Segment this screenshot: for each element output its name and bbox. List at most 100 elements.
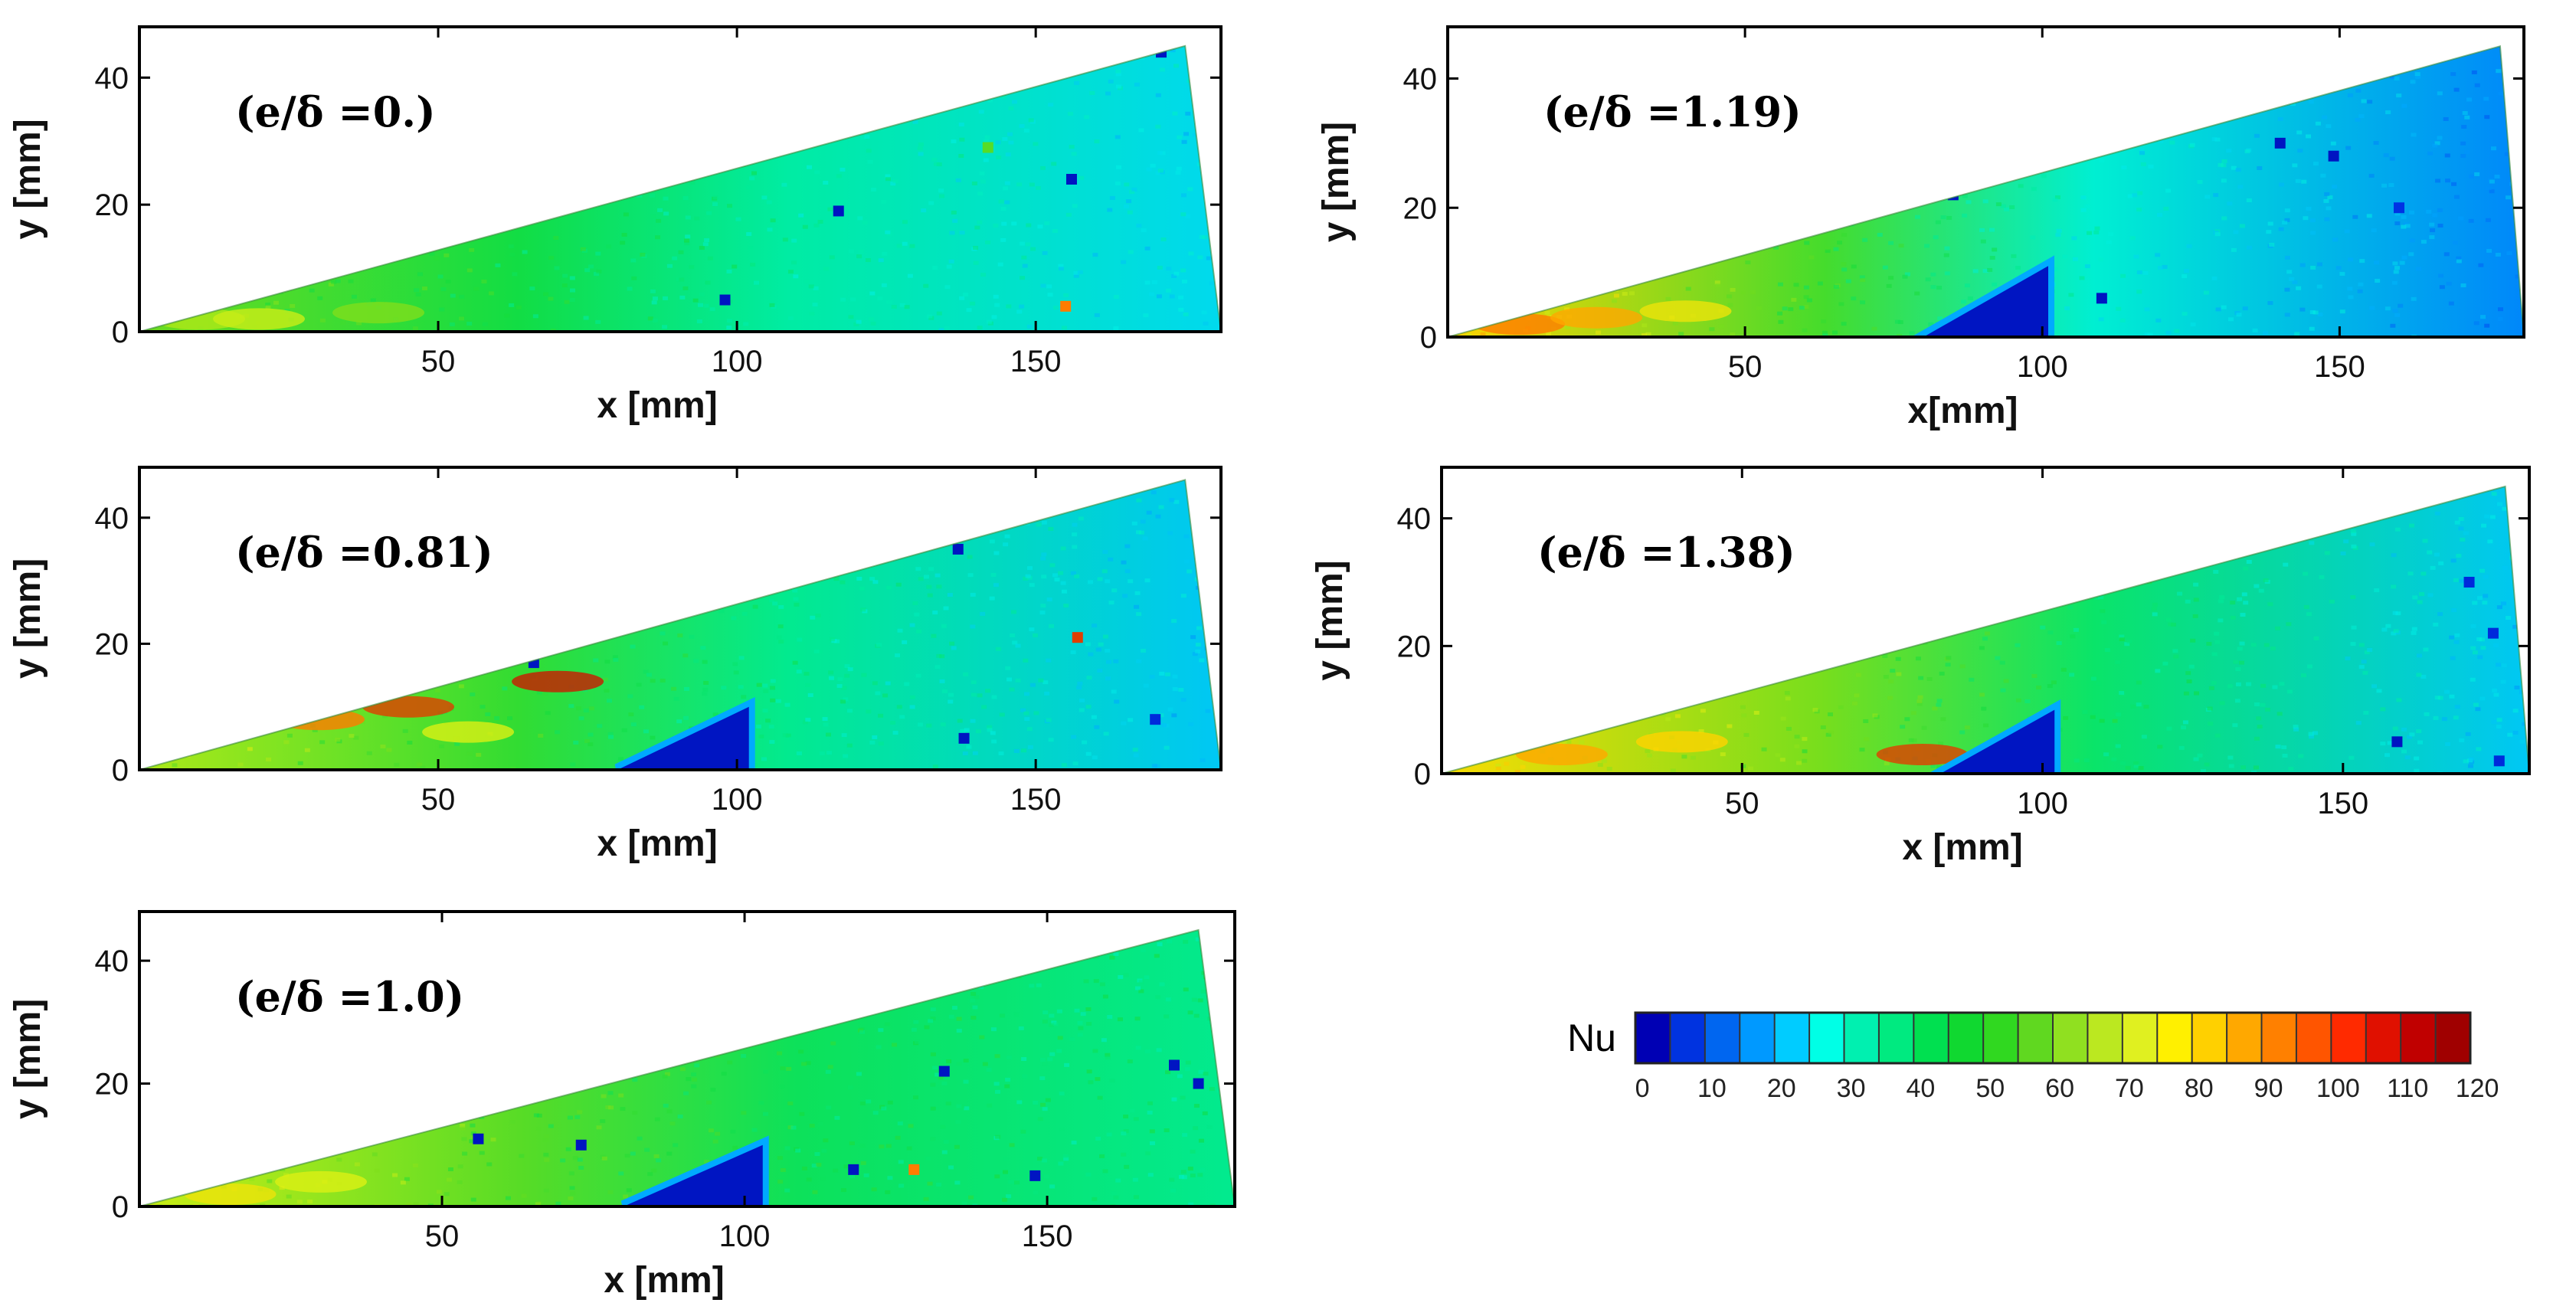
noise-speck: [1200, 758, 1206, 763]
noise-speck: [1039, 611, 1046, 615]
noise-speck: [394, 762, 400, 767]
noise-speck: [469, 247, 475, 252]
noise-speck: [1115, 165, 1121, 169]
noise-speck: [1156, 294, 1162, 299]
noise-speck: [1063, 1157, 1069, 1161]
noise-speck: [843, 697, 849, 702]
noise-speck: [1019, 123, 1025, 128]
noise-speck: [606, 244, 612, 249]
noise-speck: [458, 684, 464, 689]
noise-speck: [1750, 290, 1756, 294]
noise-speck: [1102, 549, 1108, 554]
noise-speck: [1149, 674, 1155, 679]
noise-speck: [415, 292, 421, 296]
noise-speck: [569, 1186, 575, 1190]
noise-speck: [1147, 1173, 1154, 1177]
noise-speck: [1105, 1052, 1111, 1057]
noise-speck: [273, 300, 280, 305]
noise-speck: [1170, 1188, 1177, 1193]
noise-speck: [2015, 698, 2021, 702]
noise-speck: [678, 250, 684, 254]
noise-speck: [1727, 294, 1733, 299]
noise-speck: [2282, 753, 2288, 758]
noise-speck: [2303, 216, 2309, 221]
noise-speck: [172, 763, 178, 768]
noise-speck: [1097, 1095, 1103, 1100]
noise-speck: [2363, 710, 2369, 715]
noise-speck: [974, 225, 980, 230]
colorbar-swatch: [2122, 1013, 2158, 1063]
noise-speck: [1007, 132, 1013, 136]
noise-speck: [2100, 609, 2106, 614]
noise-speck: [1115, 84, 1121, 89]
noise-speck: [2427, 593, 2434, 597]
noise-speck: [2036, 685, 2042, 689]
noise-speck: [885, 1144, 892, 1148]
colorbar-swatch: [2296, 1013, 2332, 1063]
colorbar-swatch: [2401, 1013, 2437, 1063]
noise-speck: [568, 1196, 574, 1200]
noise-speck: [793, 274, 799, 279]
noise-speck: [1072, 204, 1078, 208]
noise-speck: [1088, 1080, 1094, 1085]
noise-speck: [762, 683, 768, 688]
noise-speck: [857, 216, 863, 221]
noise-speck: [1193, 1104, 1200, 1108]
noise-speck: [2031, 673, 2038, 678]
noise-speck: [1171, 713, 1177, 718]
noise-speck: [1071, 152, 1077, 156]
noise-speck: [2390, 323, 2396, 328]
colorbar-swatch: [1809, 1013, 1844, 1063]
noise-speck: [1135, 1046, 1141, 1050]
noise-speck: [2504, 152, 2510, 156]
noise-speck: [679, 1067, 686, 1072]
noise-speck: [951, 1006, 957, 1010]
colorbar-tick-label: 120: [2456, 1074, 2499, 1103]
noise-speck: [412, 1163, 418, 1167]
noise-speck: [686, 1077, 692, 1082]
noise-speck: [2098, 317, 2104, 322]
noise-speck: [2284, 313, 2290, 317]
noise-speck: [249, 1177, 255, 1181]
noise-speck: [2421, 240, 2427, 244]
noise-speck: [2306, 612, 2312, 617]
noise-speck: [2151, 607, 2157, 611]
noise-speck: [787, 270, 794, 274]
noise-speck: [479, 1151, 485, 1155]
noise-speck: [2344, 229, 2350, 234]
noise-speck: [2474, 83, 2480, 87]
noise-speck: [1002, 1170, 1008, 1174]
noise-speck: [1005, 1078, 1011, 1082]
noise-speck: [1178, 687, 1184, 692]
noise-speck: [2237, 597, 2243, 601]
noise-speck: [1802, 749, 1808, 754]
noise-speck: [2240, 613, 2246, 617]
noise-speck: [1113, 951, 1119, 956]
noise-speck: [1169, 294, 1175, 299]
noise-speck: [1837, 241, 1843, 245]
noise-speck: [2479, 568, 2486, 573]
noise-speck: [833, 577, 840, 581]
spot-marker: [2096, 293, 2107, 304]
noise-speck: [2165, 188, 2172, 193]
noise-speck: [439, 744, 445, 748]
noise-speck: [2470, 624, 2476, 628]
noise-speck: [878, 258, 884, 263]
noise-speck: [351, 294, 357, 299]
noise-speck: [949, 641, 955, 646]
noise-speck: [890, 721, 896, 725]
noise-speck: [936, 162, 942, 167]
noise-speck: [957, 719, 963, 723]
noise-speck: [2375, 279, 2381, 283]
noise-speck: [1155, 171, 1161, 175]
noise-speck: [746, 185, 752, 190]
noise-speck: [1002, 137, 1008, 142]
colorbar-swatch: [1948, 1013, 1984, 1063]
x-tick-label: 50: [421, 783, 456, 817]
noise-speck: [336, 1157, 342, 1162]
colorbar-swatch: [2227, 1013, 2262, 1063]
noise-speck: [973, 246, 979, 250]
noise-speck: [823, 722, 829, 727]
noise-speck: [459, 294, 465, 299]
noise-speck: [1111, 1191, 1117, 1196]
